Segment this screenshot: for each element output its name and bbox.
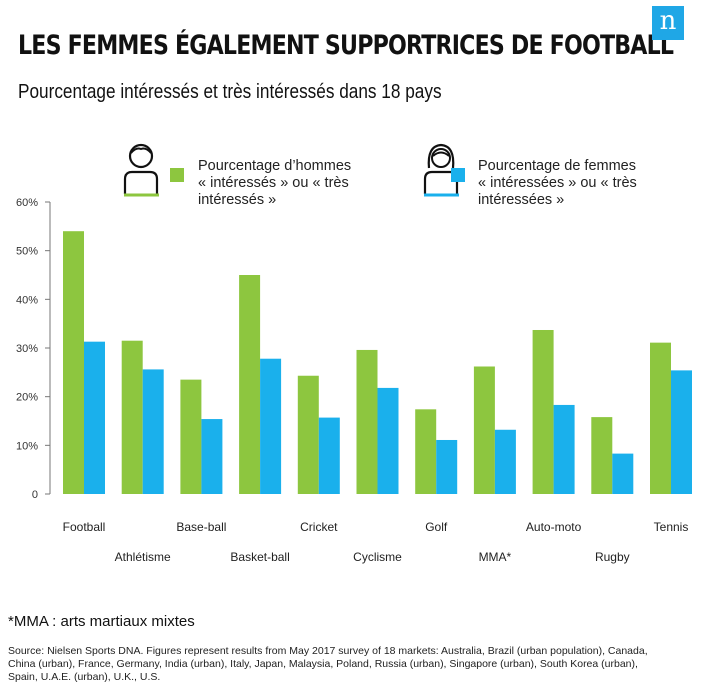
category-label: Tennis bbox=[654, 520, 689, 534]
y-tick-label: 10% bbox=[16, 440, 38, 452]
legend-label-women: Pourcentage de femmes « intéressées » ou… bbox=[478, 158, 637, 209]
bar-men bbox=[415, 409, 437, 494]
bar-women bbox=[260, 358, 282, 494]
bar-women bbox=[612, 453, 634, 494]
bar-women bbox=[84, 341, 105, 494]
y-tick-label: 30% bbox=[16, 343, 38, 355]
y-tick-label: 0 bbox=[32, 489, 38, 501]
bar-men bbox=[473, 366, 495, 494]
category-label: MMA* bbox=[479, 550, 512, 564]
category-label: Golf bbox=[425, 520, 448, 534]
category-label: Rugby bbox=[595, 550, 630, 564]
bar-women bbox=[377, 387, 399, 494]
man-icon bbox=[123, 143, 159, 197]
bar-men bbox=[297, 375, 319, 494]
category-label: Auto-moto bbox=[526, 520, 582, 534]
bar-men bbox=[356, 349, 378, 494]
legend-women-line-1: Pourcentage de femmes bbox=[478, 158, 636, 174]
bar-men bbox=[650, 342, 671, 494]
bar-men bbox=[180, 379, 202, 494]
bar-men bbox=[63, 231, 84, 494]
bar-women bbox=[494, 429, 516, 494]
footnote: *MMA : arts martiaux mixtes bbox=[8, 613, 195, 630]
category-label: Football bbox=[63, 520, 106, 534]
legend-swatch-men bbox=[170, 168, 184, 182]
bar-women bbox=[436, 439, 458, 494]
bar-chart: 0 10% 20% 30% 40% 50% 60% Football Athlétisme Bas… bbox=[16, 197, 692, 564]
category-label: Cricket bbox=[300, 520, 338, 534]
y-tick-label: 20% bbox=[16, 392, 38, 404]
bar-men bbox=[591, 417, 613, 494]
bar-women bbox=[671, 370, 692, 494]
bar-men bbox=[121, 340, 143, 494]
bar-women bbox=[553, 404, 575, 494]
bar-women bbox=[142, 369, 164, 494]
legend-swatch-women bbox=[451, 168, 465, 182]
bar-women bbox=[201, 419, 223, 494]
nielsen-logo: n bbox=[652, 6, 684, 40]
category-label: Basket-ball bbox=[230, 550, 289, 564]
legend-men-line-3: intéressés » bbox=[198, 192, 277, 208]
chart-subtitle: Pourcentage intéressés et très intéressé… bbox=[18, 81, 442, 103]
y-tick-label: 50% bbox=[16, 246, 38, 258]
chart-title: LES FEMMES ÉGALEMENT SUPPORTRICES DE FOO… bbox=[18, 30, 674, 61]
y-tick-label: 60% bbox=[16, 197, 38, 209]
y-tick-label: 40% bbox=[16, 294, 38, 306]
bar-women bbox=[318, 417, 340, 494]
bar-men bbox=[239, 275, 261, 494]
legend-men-line-1: Pourcentage d’hommes bbox=[198, 158, 352, 174]
category-label: Athlétisme bbox=[115, 550, 171, 564]
category-label: Base-ball bbox=[176, 520, 226, 534]
legend-women-line-2: « intéressées » ou « très bbox=[478, 175, 637, 191]
legend-women-line-3: intéressées » bbox=[478, 192, 565, 208]
legend-label-men: Pourcentage d’hommes « intéressés » ou «… bbox=[198, 158, 351, 209]
source-note: Source: Nielsen Sports DNA. Figures repr… bbox=[8, 645, 648, 683]
category-label: Cyclisme bbox=[353, 550, 402, 564]
legend-men-line-2: « intéressés » ou « très bbox=[198, 175, 349, 191]
bar-men bbox=[532, 329, 554, 494]
